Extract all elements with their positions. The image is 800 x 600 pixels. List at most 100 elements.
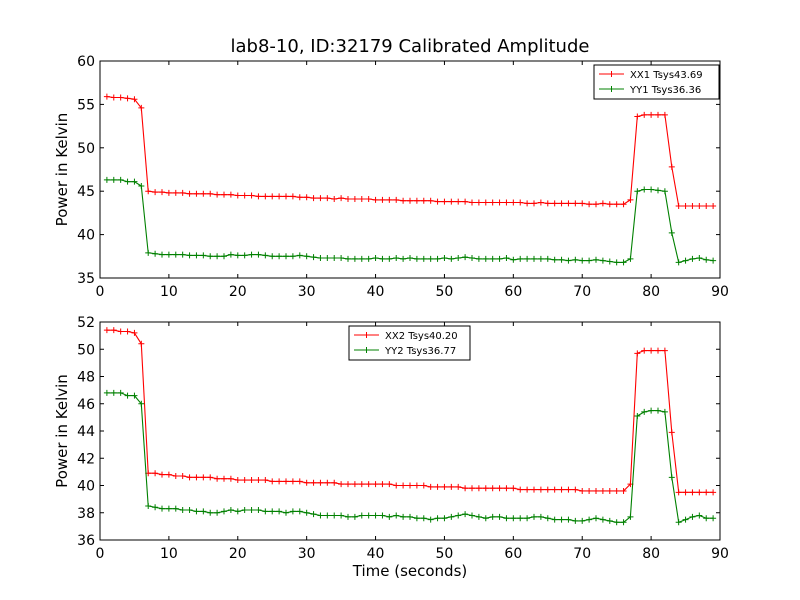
data-point-marker bbox=[641, 186, 648, 193]
x-tick-label: 10 bbox=[160, 546, 178, 562]
data-point-marker bbox=[276, 478, 283, 485]
data-point-marker bbox=[255, 251, 262, 258]
data-point-marker bbox=[503, 515, 510, 522]
data-point-marker bbox=[283, 253, 289, 260]
y-axis-label: Power in Kelvin bbox=[53, 113, 71, 227]
data-point-marker bbox=[537, 255, 544, 262]
data-point-marker bbox=[241, 252, 248, 259]
data-point-marker bbox=[172, 472, 179, 479]
data-point-marker bbox=[696, 202, 703, 209]
data-point-marker bbox=[365, 196, 372, 203]
data-point-marker bbox=[710, 257, 717, 264]
data-point-marker bbox=[655, 111, 661, 118]
data-point-marker bbox=[648, 186, 655, 193]
data-point-marker bbox=[269, 253, 276, 260]
data-point-marker bbox=[634, 350, 641, 357]
data-point-marker bbox=[131, 96, 138, 103]
data-point-marker bbox=[648, 407, 655, 414]
data-point-marker bbox=[138, 182, 145, 189]
figure-title: lab8-10, ID:32179 Calibrated Amplitude bbox=[231, 36, 590, 57]
data-point-marker bbox=[448, 483, 455, 490]
y-tick-label: 42 bbox=[77, 451, 95, 467]
data-point-marker bbox=[214, 475, 221, 482]
x-tick-label: 40 bbox=[367, 284, 385, 300]
data-point-marker bbox=[248, 477, 255, 484]
data-point-marker bbox=[420, 197, 427, 204]
data-point-marker bbox=[386, 481, 393, 488]
data-point-marker bbox=[510, 199, 517, 206]
y-tick-label: 60 bbox=[77, 54, 95, 70]
data-point-marker bbox=[172, 189, 179, 196]
x-tick-label: 90 bbox=[711, 546, 729, 562]
data-point-marker bbox=[599, 257, 606, 264]
y-tick-label: 46 bbox=[77, 397, 95, 413]
data-point-marker bbox=[675, 519, 682, 526]
data-point-marker bbox=[531, 513, 537, 520]
data-point-marker bbox=[289, 478, 296, 485]
data-point-marker bbox=[338, 195, 345, 202]
data-point-marker bbox=[248, 507, 255, 514]
data-point-marker bbox=[400, 482, 407, 489]
data-point-marker bbox=[338, 512, 345, 519]
data-point-marker bbox=[124, 95, 131, 102]
data-point-marker bbox=[496, 485, 503, 492]
data-point-marker bbox=[599, 516, 606, 523]
data-point-marker bbox=[345, 481, 351, 488]
data-point-marker bbox=[289, 508, 296, 515]
data-point-marker bbox=[124, 392, 131, 399]
data-point-marker bbox=[675, 202, 682, 209]
data-point-marker bbox=[661, 111, 668, 118]
data-point-marker bbox=[599, 487, 606, 494]
data-point-marker bbox=[186, 252, 193, 259]
data-point-marker bbox=[407, 255, 413, 262]
data-point-marker bbox=[703, 202, 710, 209]
data-point-marker bbox=[551, 200, 558, 207]
legend-swatch-marker bbox=[363, 332, 370, 338]
data-point-marker bbox=[427, 516, 434, 523]
data-point-marker bbox=[475, 255, 482, 262]
data-point-marker bbox=[627, 196, 634, 203]
data-point-marker bbox=[124, 178, 131, 185]
data-point-marker bbox=[255, 507, 262, 514]
data-point-marker bbox=[627, 513, 634, 520]
legend-entry-label: XX2 Tsys40.20 bbox=[385, 331, 458, 342]
data-point-marker bbox=[469, 255, 475, 262]
data-point-marker bbox=[365, 255, 372, 262]
data-point-marker bbox=[648, 347, 655, 354]
data-point-marker bbox=[703, 515, 710, 522]
data-point-marker bbox=[379, 481, 386, 488]
data-point-marker bbox=[393, 196, 400, 203]
x-tick-label: 40 bbox=[367, 546, 385, 562]
data-point-marker bbox=[386, 513, 393, 520]
data-point-marker bbox=[207, 253, 214, 260]
legend-box bbox=[593, 64, 720, 100]
data-point-marker bbox=[269, 478, 276, 485]
data-point-marker bbox=[365, 481, 372, 488]
data-point-marker bbox=[593, 487, 599, 494]
data-point-marker bbox=[117, 328, 124, 335]
data-point-marker bbox=[613, 201, 620, 208]
data-point-marker bbox=[689, 202, 696, 209]
data-point-marker bbox=[441, 483, 448, 490]
data-point-marker bbox=[455, 483, 462, 490]
data-point-marker bbox=[496, 255, 503, 262]
data-point-marker bbox=[517, 486, 524, 493]
data-point-marker bbox=[441, 515, 448, 522]
data-point-marker bbox=[503, 199, 510, 206]
data-point-marker bbox=[462, 254, 469, 261]
data-point-marker bbox=[586, 487, 593, 494]
data-point-marker bbox=[289, 193, 296, 200]
data-point-marker bbox=[152, 504, 159, 511]
data-point-marker bbox=[455, 198, 462, 205]
x-tick-label: 80 bbox=[642, 284, 660, 300]
data-point-marker bbox=[413, 515, 420, 522]
data-point-marker bbox=[207, 190, 214, 197]
data-point-marker bbox=[407, 197, 413, 204]
data-point-marker bbox=[386, 196, 393, 203]
data-point-marker bbox=[372, 481, 379, 488]
data-point-marker bbox=[544, 200, 551, 207]
data-point-marker bbox=[462, 511, 469, 518]
data-point-marker bbox=[124, 328, 131, 335]
data-point-marker bbox=[221, 508, 227, 515]
chart-panel-bottom: 0 10 20 30 40 50 60 70 80 90 36 38 40 42 44 46 48 50 52 Pow… bbox=[53, 315, 729, 562]
